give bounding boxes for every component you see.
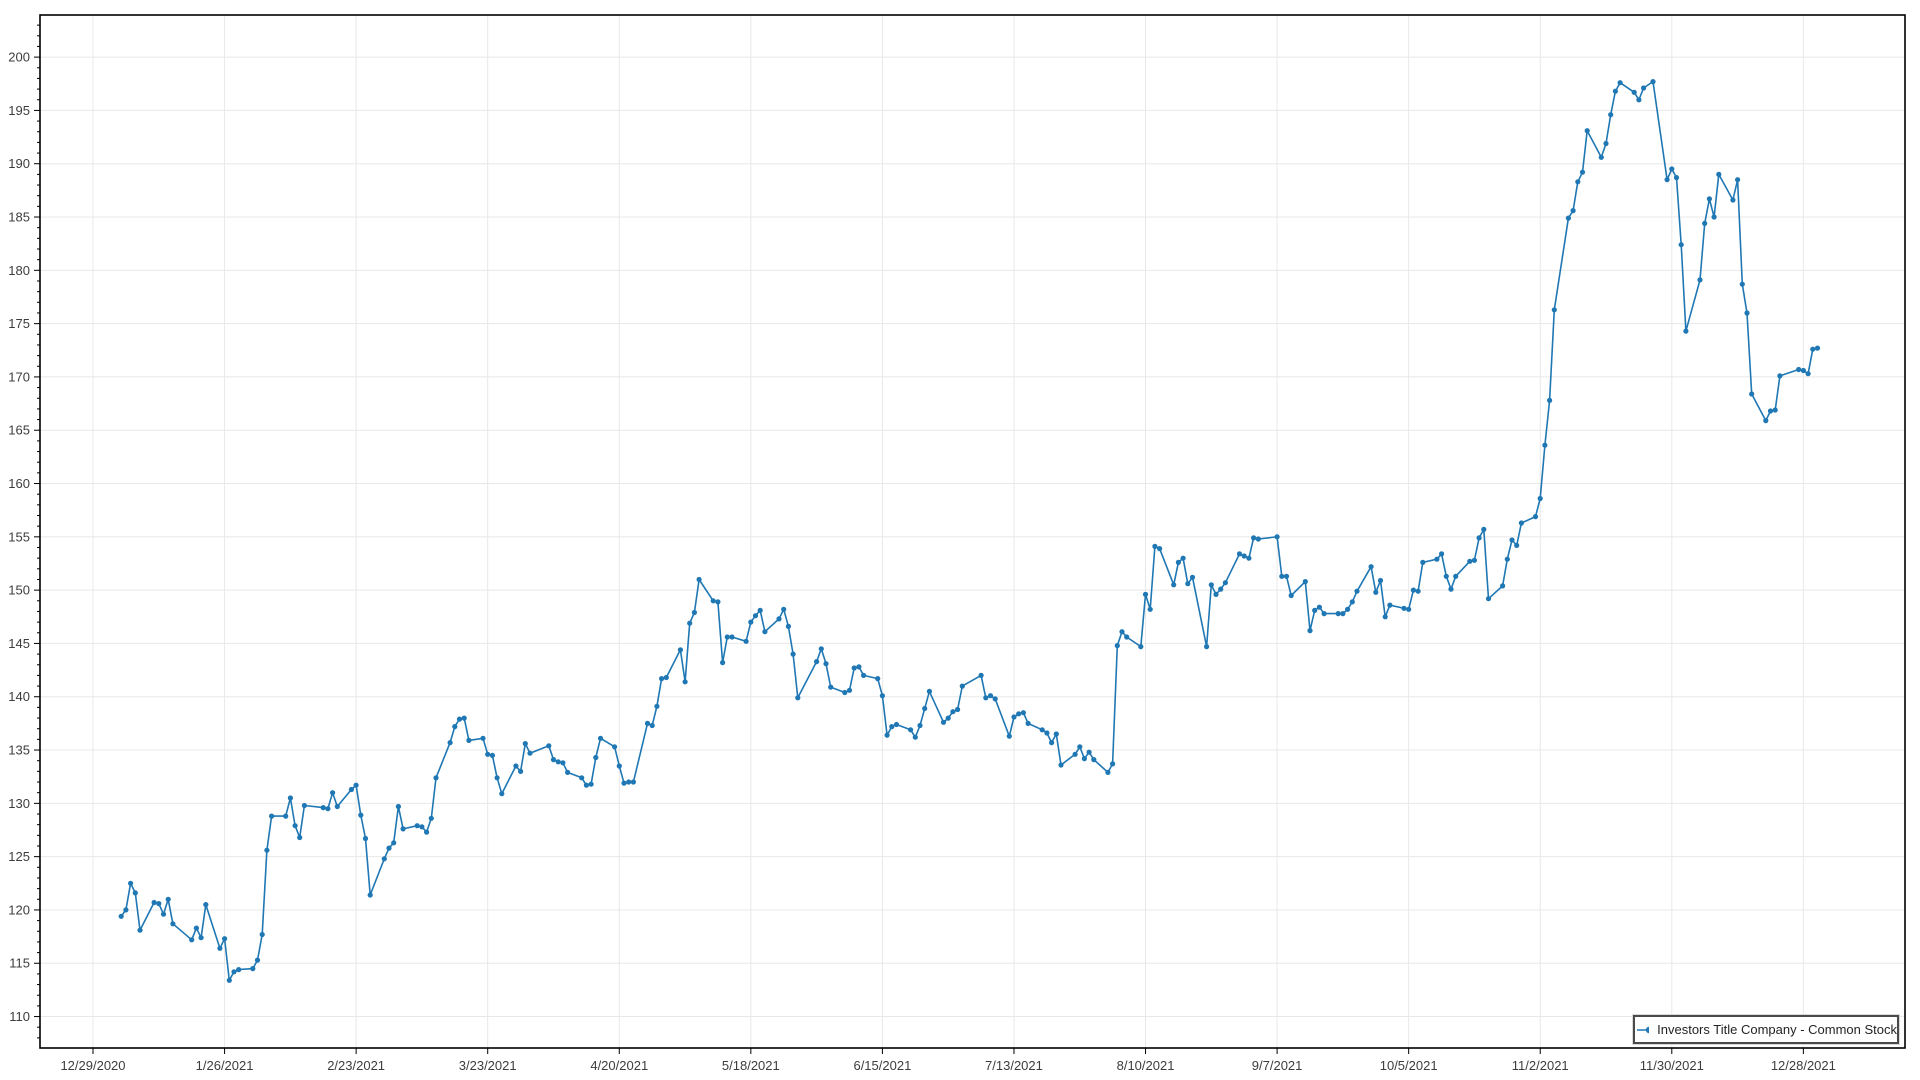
y-tick-label: 140 (8, 689, 30, 704)
x-tick-label: 12/29/2020 (60, 1058, 125, 1073)
axis-ticks (34, 24, 1804, 1054)
y-tick-label: 170 (8, 369, 30, 384)
x-tick-label: 9/7/2021 (1252, 1058, 1303, 1073)
y-tick-label: 135 (8, 743, 30, 758)
legend-line-marker-icon (1637, 1026, 1650, 1033)
y-tick-label: 145 (8, 636, 30, 651)
gridlines (40, 15, 1905, 1048)
y-tick-label: 120 (8, 902, 30, 917)
x-tick-label: 8/10/2021 (1117, 1058, 1175, 1073)
y-tick-label: 165 (8, 423, 30, 438)
x-tick-label: 2/23/2021 (327, 1058, 385, 1073)
x-tick-label: 6/15/2021 (853, 1058, 911, 1073)
y-tick-label: 150 (8, 583, 30, 598)
x-tick-label: 4/20/2021 (590, 1058, 648, 1073)
x-tick-label: 11/30/2021 (1640, 1058, 1704, 1073)
y-tick-label: 195 (8, 103, 30, 118)
y-tick-label: 110 (9, 1009, 30, 1024)
y-tick-label: 175 (8, 316, 30, 331)
y-tick-label: 130 (8, 796, 30, 811)
y-tick-label: 190 (8, 156, 30, 171)
x-tick-label: 7/13/2021 (985, 1058, 1043, 1073)
series-line (120, 80, 1819, 982)
x-tick-label: 10/5/2021 (1380, 1058, 1438, 1073)
x-tick-label: 11/2/2021 (1512, 1058, 1569, 1073)
y-tick-label: 200 (8, 50, 30, 65)
y-tick-label: 160 (8, 476, 30, 491)
legend-box[interactable]: Investors Title Company - Common Stock (1633, 1015, 1899, 1044)
y-tick-label: 125 (8, 849, 30, 864)
series-markers (118, 79, 1821, 983)
y-tick-label: 155 (8, 529, 30, 544)
y-tick-label: 115 (9, 956, 30, 971)
x-tick-label: 3/23/2021 (459, 1058, 517, 1073)
y-tick-label: 185 (8, 210, 30, 225)
x-tick-label: 5/18/2021 (722, 1058, 780, 1073)
plot-border (39, 14, 1906, 1049)
axis-tick-labels: 12/29/2020 1/26/2021 2/23/2021 3/23/2021 4/2… (8, 50, 1836, 1073)
y-tick-label: 180 (8, 263, 30, 278)
x-tick-label: 1/26/2021 (196, 1058, 254, 1073)
legend-label: Investors Title Company - Common Stock (1657, 1022, 1897, 1037)
x-tick-label: 12/28/2021 (1771, 1058, 1836, 1073)
